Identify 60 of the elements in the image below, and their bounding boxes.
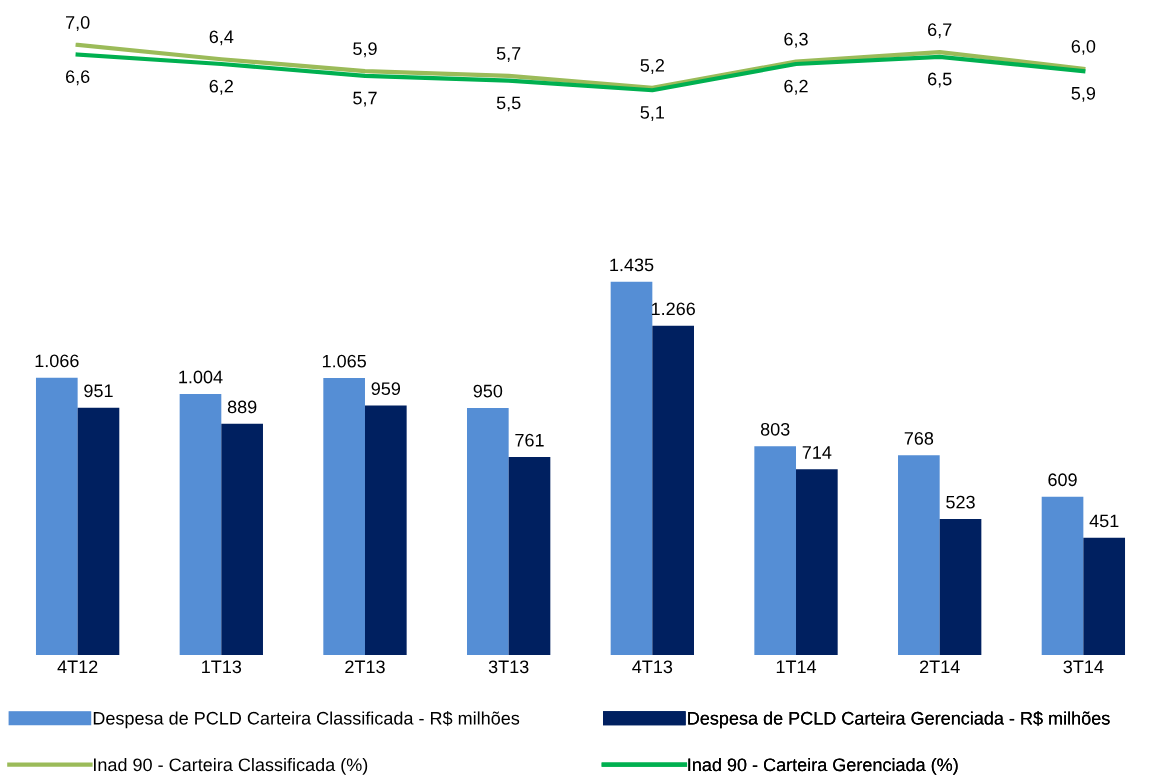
data-label: 5,9: [353, 42, 377, 58]
data-label: 5,7: [353, 91, 377, 107]
x-tick-label: 4T12: [57, 660, 98, 674]
data-label: 5,7: [496, 47, 521, 62]
x-tick-label: 4T13: [632, 660, 673, 674]
legend-label: Inad 90 - Carteira Classificada (%): [94, 757, 368, 775]
x-tick-label: 3T13: [488, 660, 529, 674]
data-label: 6,5: [928, 72, 952, 88]
data-label: 1.266: [651, 302, 695, 316]
data-label: 1.066: [35, 354, 79, 368]
x-tick-label: 1T14: [776, 660, 817, 674]
data-label: 6,0: [1071, 39, 1096, 55]
data-label: 1.004: [179, 370, 223, 384]
data-label: 959: [371, 382, 401, 396]
bar: [754, 446, 797, 656]
data-label: 889: [227, 400, 257, 414]
bar: [508, 457, 551, 656]
data-label: 803: [760, 422, 790, 436]
x-tick-label: 3T14: [1063, 660, 1104, 674]
data-label: 523: [946, 495, 975, 509]
data-label: 6,2: [209, 79, 233, 95]
x-tick-label: 2T13: [345, 660, 385, 674]
data-label: 5,1: [640, 106, 665, 121]
data-label: 1.065: [322, 354, 366, 368]
legend-label: Despesa de PCLD Carteira Classificada - R$ milhões: [93, 711, 520, 729]
bar: [221, 423, 263, 656]
legend-label: Despesa de PCLD Carteira Gerenciada - R$ milhões: [688, 711, 1110, 729]
bar: [796, 469, 838, 656]
data-label: 6,4: [209, 30, 234, 46]
data-label: 761: [515, 433, 544, 447]
bar: [323, 378, 365, 656]
bar: [652, 325, 694, 656]
data-label: 951: [84, 384, 113, 398]
x-tick-label: 2T14: [920, 660, 960, 674]
bar: [1041, 496, 1084, 656]
bar: [1083, 537, 1126, 656]
data-label: 6,6: [66, 70, 90, 86]
data-label: 714: [802, 446, 832, 459]
data-label: 609: [1048, 473, 1077, 487]
data-label: 6,3: [784, 32, 808, 48]
bar: [610, 281, 653, 656]
legend-label: Inad 90 - Carteira Gerenciada (%): [688, 757, 958, 775]
data-label: 5,5: [496, 96, 521, 112]
bar: [898, 455, 940, 656]
data-label: 768: [904, 431, 934, 445]
bar: [179, 393, 222, 656]
bar: [467, 407, 509, 656]
data-label: 6,2: [784, 79, 808, 95]
bar: [77, 407, 120, 656]
data-label: 950: [473, 384, 503, 398]
data-label: 451: [1089, 514, 1119, 528]
x-tick-label: 1T13: [202, 660, 242, 674]
data-label: 6,7: [928, 23, 952, 39]
data-label: 7,0: [66, 16, 90, 31]
data-label: 5,2: [640, 59, 664, 74]
bar: [364, 405, 407, 656]
bar: [35, 377, 78, 656]
bar: [939, 519, 982, 656]
data-label: 1.435: [610, 258, 654, 272]
data-label: 5,9: [1071, 86, 1096, 102]
